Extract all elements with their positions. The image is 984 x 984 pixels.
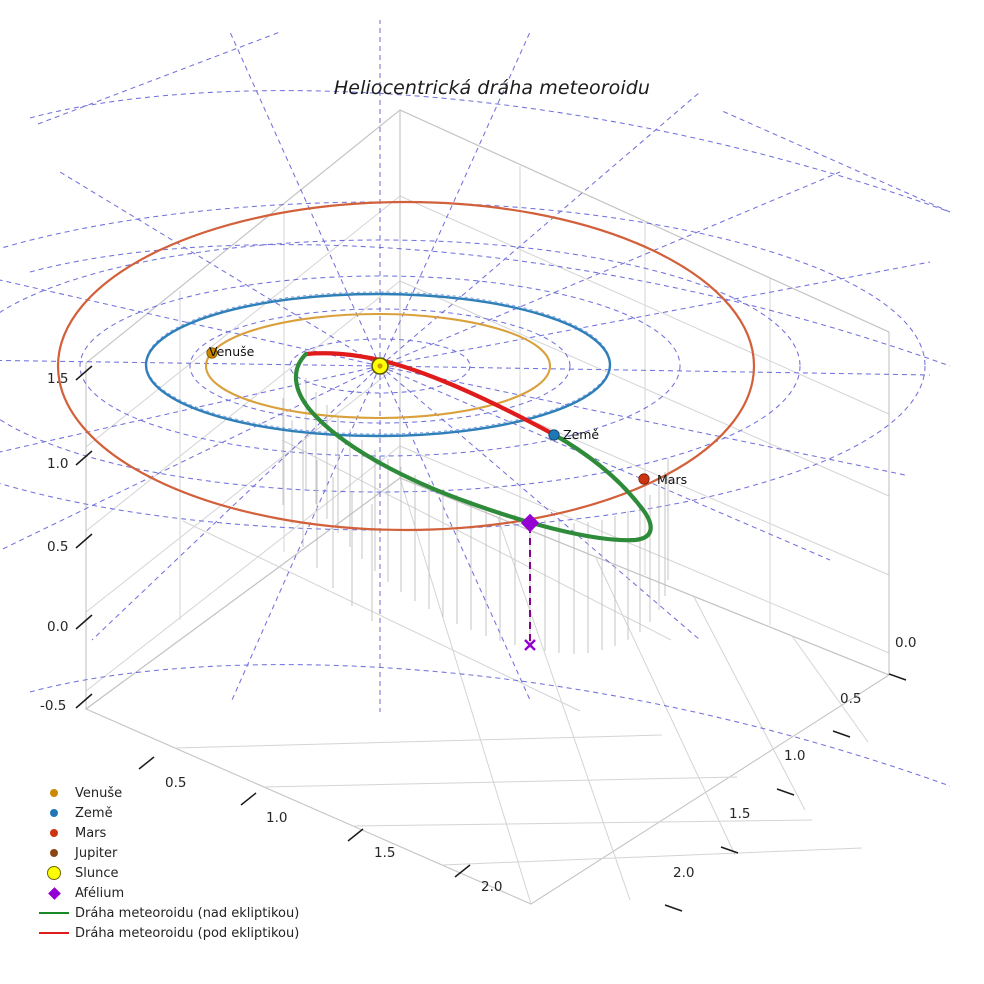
annotation-venus: Venuše — [209, 344, 255, 359]
legend-label-jupiter: Jupiter — [75, 845, 118, 861]
axes-pane-verticals — [85, 110, 890, 709]
floor-grid — [174, 439, 869, 905]
z-tick-label-4: 0.0 — [47, 619, 69, 635]
x-tick-label-2: 1.0 — [266, 810, 288, 826]
y-tick-label-2: 0.5 — [840, 691, 862, 707]
legend-label-earth: Země — [75, 805, 113, 821]
legend-item-sun: Slunce — [33, 863, 333, 883]
mars-marker-icon — [33, 829, 75, 837]
annotation-mars: Mars — [657, 472, 688, 487]
x-tick-label-3: 1.5 — [374, 845, 396, 861]
sun-marker-icon — [33, 866, 75, 880]
chart-legend: Venuše Země Mars Jupiter Slunce — [33, 783, 333, 943]
aphelion-projection-cross — [524, 639, 536, 651]
red-line-icon — [33, 932, 75, 934]
meteoroid-drop-lines — [282, 378, 669, 654]
marker-sun — [371, 357, 389, 375]
legend-item-meteoroid-above: Dráha meteoroidu (nad ekliptikou) — [33, 903, 333, 923]
chart-title: Heliocentrická dráha meteoroidu — [333, 77, 651, 99]
legend-item-aphelion: Afélium — [33, 883, 333, 903]
aphelion-marker-icon — [33, 886, 75, 900]
annotation-earth: Země — [563, 427, 600, 442]
orbit-venus — [204, 312, 552, 420]
x-tick-label-1: 0.5 — [165, 775, 187, 791]
legend-item-jupiter: Jupiter — [33, 843, 333, 863]
legend-label-sun: Slunce — [75, 865, 119, 881]
z-tick-label-3: 0.5 — [47, 539, 69, 555]
legend-label-venus: Venuše — [75, 785, 123, 801]
y-tick-label-1: 0.0 — [895, 635, 917, 651]
legend-item-earth: Země — [33, 803, 333, 823]
aphelion-marker — [520, 513, 540, 533]
marker-mars — [638, 473, 650, 485]
z-tick-label-2: 1.0 — [47, 456, 69, 472]
legend-item-meteoroid-below: Dráha meteoroidu (pod ekliptikou) — [33, 923, 333, 943]
jupiter-marker-icon — [33, 849, 75, 857]
meteoroid-orbit-above-ecliptic — [293, 351, 653, 543]
orbit-earth — [144, 291, 612, 438]
legend-label-meteoroid-below: Dráha meteoroidu (pod ekliptikou) — [75, 925, 300, 941]
legend-item-venus: Venuše — [33, 783, 333, 803]
y-tick-label-4: 1.5 — [729, 806, 751, 822]
z-tick-label-5: -0.5 — [40, 698, 67, 714]
earth-marker-icon — [33, 809, 75, 817]
legend-label-meteoroid-above: Dráha meteoroidu (nad ekliptikou) — [75, 905, 300, 921]
z-tick-label-1: 1.5 — [47, 371, 69, 387]
legend-item-mars: Mars — [33, 823, 333, 843]
legend-label-aphelion: Afélium — [75, 885, 125, 901]
orbit-mars — [56, 200, 756, 532]
venus-marker-icon — [33, 789, 75, 797]
y-tick-label-5: 2.0 — [673, 865, 695, 881]
marker-venus — [206, 347, 218, 359]
x-tick-label-4: 2.0 — [481, 879, 503, 895]
meteoroid-orbit-below-ecliptic — [303, 351, 556, 437]
legend-label-mars: Mars — [75, 825, 107, 841]
axis-ticks — [75, 365, 907, 912]
marker-earth — [548, 429, 560, 441]
y-tick-label-3: 1.0 — [784, 748, 806, 764]
polar-reference-grid — [0, 20, 951, 787]
green-line-icon — [33, 912, 75, 914]
